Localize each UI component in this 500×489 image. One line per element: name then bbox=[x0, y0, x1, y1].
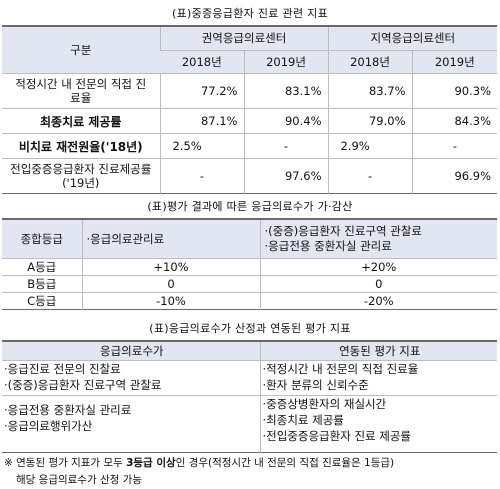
indicator-items: ·중증상병환자의 재실시간 ·최종치료 제공률 ·전입중증응급환자 진료 제공률 bbox=[259, 395, 497, 453]
row-label: 비치료 재전원율('18년) bbox=[2, 133, 160, 159]
table-row: B등급 0 0 bbox=[2, 275, 497, 293]
table-row: A등급 +10% +20% bbox=[2, 258, 497, 276]
list-item: ·중증상병환자의 재실시간 bbox=[262, 397, 387, 411]
header-line: ·(중증)응급환자 진료구역 관찰료 bbox=[264, 224, 422, 238]
cell-value: 90.3% bbox=[411, 73, 498, 109]
cell-value: - bbox=[411, 133, 498, 159]
table-row: ·응급전용 중환자실 관리료 ·응급의료행위가산 ·중증상병환자의 재실시간 ·… bbox=[2, 395, 497, 453]
list-item: ·적정시간 내 전문의 직접 진료율 bbox=[262, 362, 419, 376]
cell-value: 96.9% bbox=[411, 158, 498, 194]
table-row: 전입중증응급환자 진료제공률('19년) - 97.6% - 96.9% bbox=[2, 158, 498, 194]
table-row: 최종치료 제공률 87.1% 90.4% 79.0% 84.3% bbox=[2, 108, 498, 134]
footnote-prefix: ※ 연동된 평가 지표가 모두 bbox=[4, 457, 127, 469]
table-row: 적정시간 내 전문의 직접 진료율 77.2% 83.1% 83.7% 90.3… bbox=[2, 73, 498, 109]
cell-value: 90.4% bbox=[243, 108, 329, 134]
row-label: 적정시간 내 전문의 직접 진료율 bbox=[2, 73, 160, 109]
header-year: 2019년 bbox=[411, 49, 498, 74]
cell-value: 79.0% bbox=[327, 108, 413, 134]
cell-value: -10% bbox=[81, 292, 260, 310]
list-item: ·응급진료 전문의 진찰료 bbox=[4, 362, 121, 376]
list-item: ·환자 분류의 신뢰수준 bbox=[262, 378, 369, 392]
table1-caption: (표)중증응급환자 진료 관련 지표 bbox=[171, 7, 329, 20]
cell-value: 83.1% bbox=[243, 73, 329, 109]
cell-value: - bbox=[327, 158, 413, 194]
table-row: C등급 -10% -20% bbox=[2, 292, 497, 310]
cell-value: 83.7% bbox=[327, 73, 413, 109]
header-year: 2018년 bbox=[160, 49, 244, 74]
grade-label: A등급 bbox=[2, 258, 82, 276]
header-linked-indicators: 연동된 평가 지표 bbox=[259, 340, 497, 361]
header-local-center: 지역응급의료센터 bbox=[327, 25, 498, 51]
table-row: ·응급진료 전문의 진찰료 ·(중증)응급환자 진료구역 관찰료 ·적정시간 내… bbox=[2, 360, 497, 396]
header-year: 2018년 bbox=[327, 49, 413, 74]
fee-adjustment-table: 종합등급 ·응급의료관리료 ·(중증)응급환자 진료구역 관찰료 ·응급전용 중… bbox=[2, 218, 497, 310]
header-year: 2019년 bbox=[243, 49, 329, 74]
row-label: 최종치료 제공률 bbox=[2, 108, 160, 134]
cell-value: 0 bbox=[81, 275, 260, 293]
cell-value: +10% bbox=[81, 258, 260, 276]
cell-value: 87.1% bbox=[159, 108, 244, 134]
grade-label: B등급 bbox=[2, 275, 82, 293]
header-fee: 응급의료수가 bbox=[2, 340, 260, 361]
footnote-line2: 해당 응급의료수가 산정 가능 bbox=[16, 474, 142, 486]
footnote-suffix: 인 경우(적정시간 내 전문의 직접 진료율은 1등급) bbox=[175, 457, 395, 469]
indicator-items: ·적정시간 내 전문의 직접 진료율 ·환자 분류의 신뢰수준 bbox=[259, 360, 497, 396]
fee-items: ·응급진료 전문의 진찰료 ·(중증)응급환자 진료구역 관찰료 bbox=[2, 360, 260, 396]
header-regional-center: 권역응급의료센터 bbox=[159, 25, 329, 51]
list-item: ·응급전용 중환자실 관리료 bbox=[4, 403, 132, 417]
row-label: 전입중증응급환자 진료제공률('19년) bbox=[2, 158, 160, 194]
table2-caption: (표)평가 결과에 따른 응급의료수가 가·감산 bbox=[147, 200, 353, 213]
table-row: 비치료 재전원율('18년) 2.5% - 2.9% - bbox=[2, 133, 498, 159]
header-category: 구분 bbox=[2, 25, 160, 74]
cell-value: -20% bbox=[259, 292, 497, 310]
cell-value: 84.3% bbox=[411, 108, 498, 134]
list-item: ·응급의료행위가산 bbox=[4, 419, 93, 433]
list-item: ·전입중증응급환자 진료 제공률 bbox=[262, 429, 412, 443]
cell-value: +20% bbox=[259, 258, 497, 276]
cell-value: - bbox=[159, 158, 244, 194]
cell-value: 2.9% bbox=[327, 133, 413, 159]
cell-value: 97.6% bbox=[243, 158, 329, 194]
cell-value: 0 bbox=[259, 275, 497, 293]
list-item: ·최종치료 제공률 bbox=[262, 413, 344, 427]
linked-indicators-table: 응급의료수가 연동된 평가 지표 ·응급진료 전문의 진찰료 ·(중증)응급환자… bbox=[2, 340, 497, 453]
cell-value: - bbox=[243, 133, 329, 159]
clinical-indicators-table: 구분 권역응급의료센터 지역응급의료센터 2018년 2019년 2018년 2… bbox=[2, 25, 498, 194]
cell-value: 77.2% bbox=[159, 73, 244, 109]
header-management-fee: ·응급의료관리료 bbox=[81, 218, 260, 259]
header-grade: 종합등급 bbox=[2, 218, 82, 259]
footnote-bold: 3등급 이상 bbox=[126, 457, 176, 469]
table3-caption: (표)응급의료수가 산정과 연동된 평가 지표 bbox=[149, 322, 351, 335]
footnote: ※ 연동된 평가 지표가 모두 3등급 이상인 경우(적정시간 내 전문의 직접… bbox=[4, 455, 394, 470]
header-observation-fee: ·(중증)응급환자 진료구역 관찰료 ·응급전용 중환자실 관리료 bbox=[259, 218, 497, 259]
fee-items: ·응급전용 중환자실 관리료 ·응급의료행위가산 bbox=[2, 395, 260, 453]
cell-value: 2.5% bbox=[159, 133, 244, 159]
grade-label: C등급 bbox=[2, 292, 82, 310]
header-line: ·응급전용 중환자실 관리료 bbox=[264, 239, 392, 253]
list-item: ·(중증)응급환자 진료구역 관찰료 bbox=[4, 378, 162, 392]
